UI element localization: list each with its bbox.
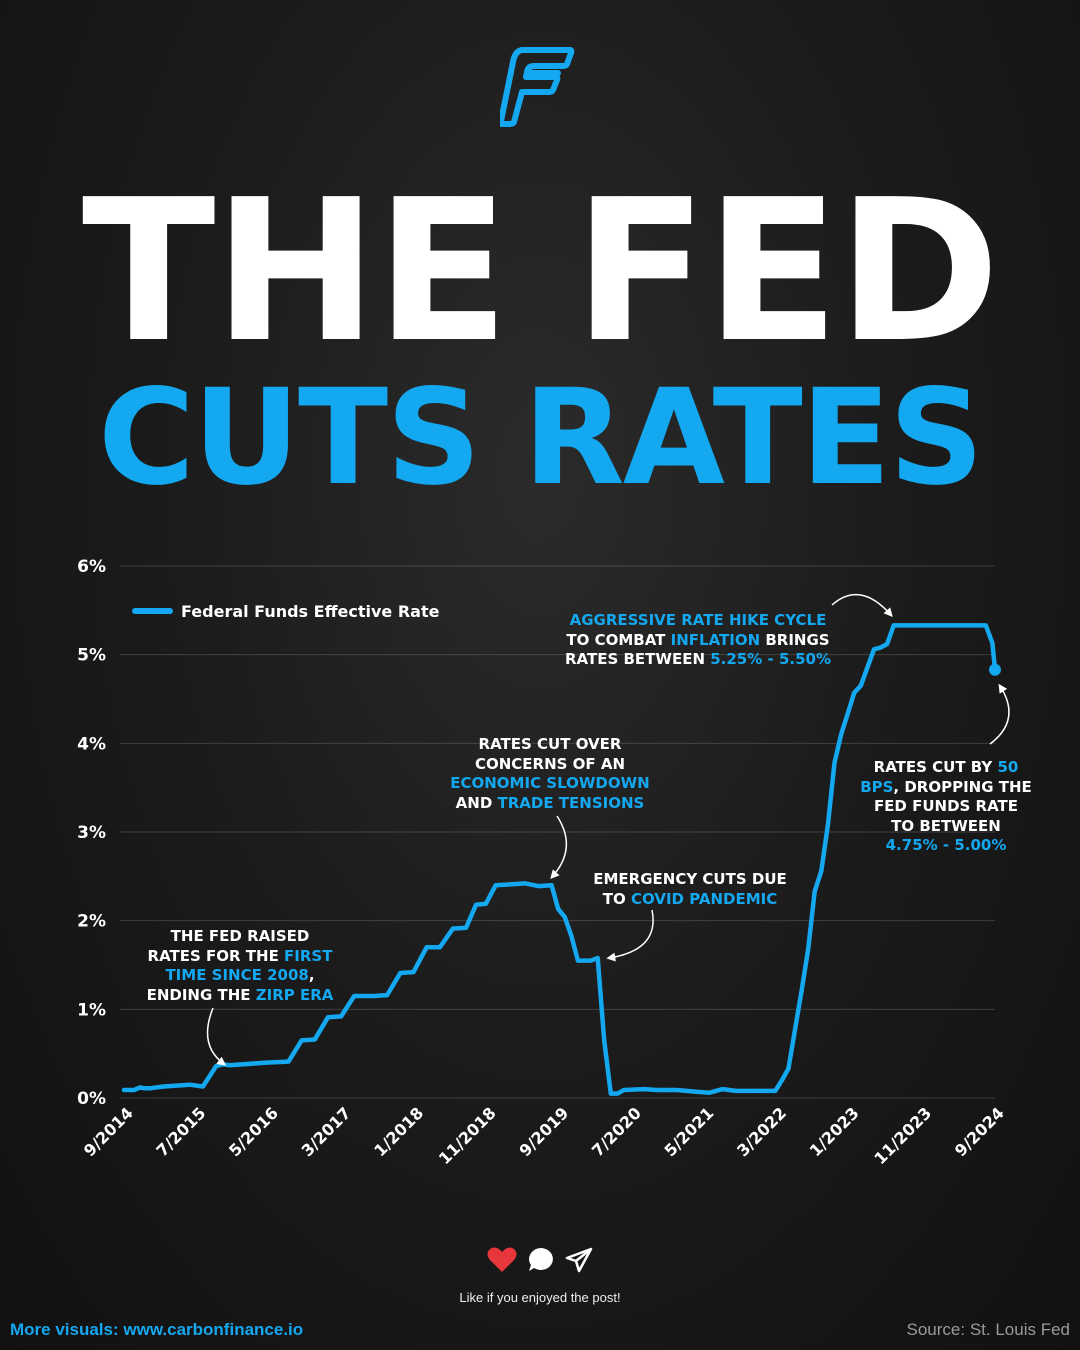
headline-line-1: THE FED [81,158,1000,386]
annotation-highlight: 50 [997,758,1019,776]
arrow-covid [606,909,654,962]
annotation-highlight: ECONOMIC SLOWDOWN [450,774,650,792]
x-tick-label: 3/2022 [733,1103,790,1160]
series-line-fed-funds-rate [121,623,998,1096]
x-tick-label: 9/2014 [80,1103,137,1160]
x-tick-label: 1/2018 [370,1103,427,1160]
latest-rate-point [989,663,1001,676]
engagement-tagline: Like if you enjoyed the post! [459,1290,621,1305]
chart-legend: Federal Funds Effective Rate [132,602,440,621]
y-tick-label: 3% [77,823,106,843]
annotation-highlight: TIME SINCE 2008 [165,966,309,984]
x-tick-label: 11/2018 [435,1103,500,1168]
annotation-highlight: AGGRESSIVE RATE HIKE CYCLE [569,611,827,629]
annotation-trade-tensions: RATES CUT OVER CONCERNS OF AN ECONOMIC SLO… [430,735,670,813]
x-tick-label: 9/2024 [951,1103,1008,1160]
annotation-text: RATES BETWEEN [565,650,711,668]
arrow-first-hike [206,1007,227,1066]
annotation-text: FED FUNDS RATE [873,797,1019,815]
x-tick-label: 7/2015 [152,1103,209,1160]
annotation-highlight: BPS [860,777,894,796]
y-tick-label: 1% [77,1000,106,1020]
annotation-highlight: TRADE TENSIONS [497,793,645,812]
annotation-text: , [308,966,315,984]
headline-line-2: CUTS RATES [98,361,984,515]
annotation-text: RATES CUT BY [873,758,998,776]
annotation-highlight: 5.25% - 5.50% [710,650,831,668]
y-tick-label: 2% [77,912,106,932]
annotation-text: RATES FOR THE [147,946,285,965]
fed-funds-rate-chart: 0% 1% 2% 3% 4% 5% 6% 9/2014 7/2015 5/2016 3/2017 1… [77,557,1010,1168]
annotation-text: BRINGS [760,630,830,649]
annotation-text: TO [602,889,631,908]
annotation-text: EMERGENCY CUTS DUE [593,870,787,888]
arrow-hike-cycle [831,593,893,618]
x-tick-label: 5/2016 [225,1103,282,1160]
annotation-highlight: INFLATION [670,630,761,649]
annotation-covid: EMERGENCY CUTS DUE TO COVID PANDEMIC [575,870,805,909]
x-tick-label: 11/2023 [870,1103,935,1168]
arrow-cut-50 [989,683,1010,745]
arrow-trade-tensions [550,815,568,880]
annotation-text: CONCERNS OF AN [474,754,626,773]
annotation-highlight: ZIRP ERA [255,985,334,1004]
annotation-text: , DROPPING THE [893,777,1032,796]
y-tick-label: 5% [77,646,106,666]
annotation-text: ENDING THE [146,985,256,1004]
annotation-text: TO BETWEEN [891,816,1001,835]
annotation-highlight: FIRST [284,946,333,965]
annotation-hike-cycle: AGGRESSIVE RATE HIKE CYCLE TO COMBAT INFL… [548,611,848,670]
source-credit: Source: St. Louis Fed [906,1320,1070,1339]
annotation-highlight: 4.75% - 5.00% [885,836,1007,854]
annotation-cut-50: RATES CUT BY 50 BPS, DROPPING THE FED FUND… [846,758,1046,856]
more-visuals-link[interactable]: More visuals: www.carbonfinance.io [10,1320,304,1339]
heart-icon[interactable] [487,1246,517,1279]
annotation-text: RATES CUT OVER [478,735,622,753]
annotation-first-hike: THE FED RAISED RATES FOR THE FIRST TIME SI… [130,927,350,1005]
legend-label: Federal Funds Effective Rate [181,602,440,621]
annotation-text: AND [455,793,498,812]
annotation-highlight: COVID PANDEMIC [631,889,778,908]
x-tick-label: 7/2020 [588,1103,645,1160]
annotation-text: THE FED RAISED [170,927,310,945]
send-icon[interactable] [565,1246,593,1279]
x-tick-label: 5/2021 [661,1103,718,1160]
y-tick-label: 4% [77,734,106,754]
annotation-text: TO COMBAT [566,630,671,649]
x-tick-label: 3/2017 [298,1103,355,1160]
y-tick-label: 6% [77,557,106,577]
comment-icon[interactable] [527,1246,555,1279]
carbon-finance-logo-icon [500,47,575,127]
x-tick-label: 9/2019 [515,1103,572,1160]
y-tick-label: 0% [77,1089,106,1109]
x-tick-label: 1/2023 [806,1103,863,1160]
social-actions [0,1246,1080,1279]
